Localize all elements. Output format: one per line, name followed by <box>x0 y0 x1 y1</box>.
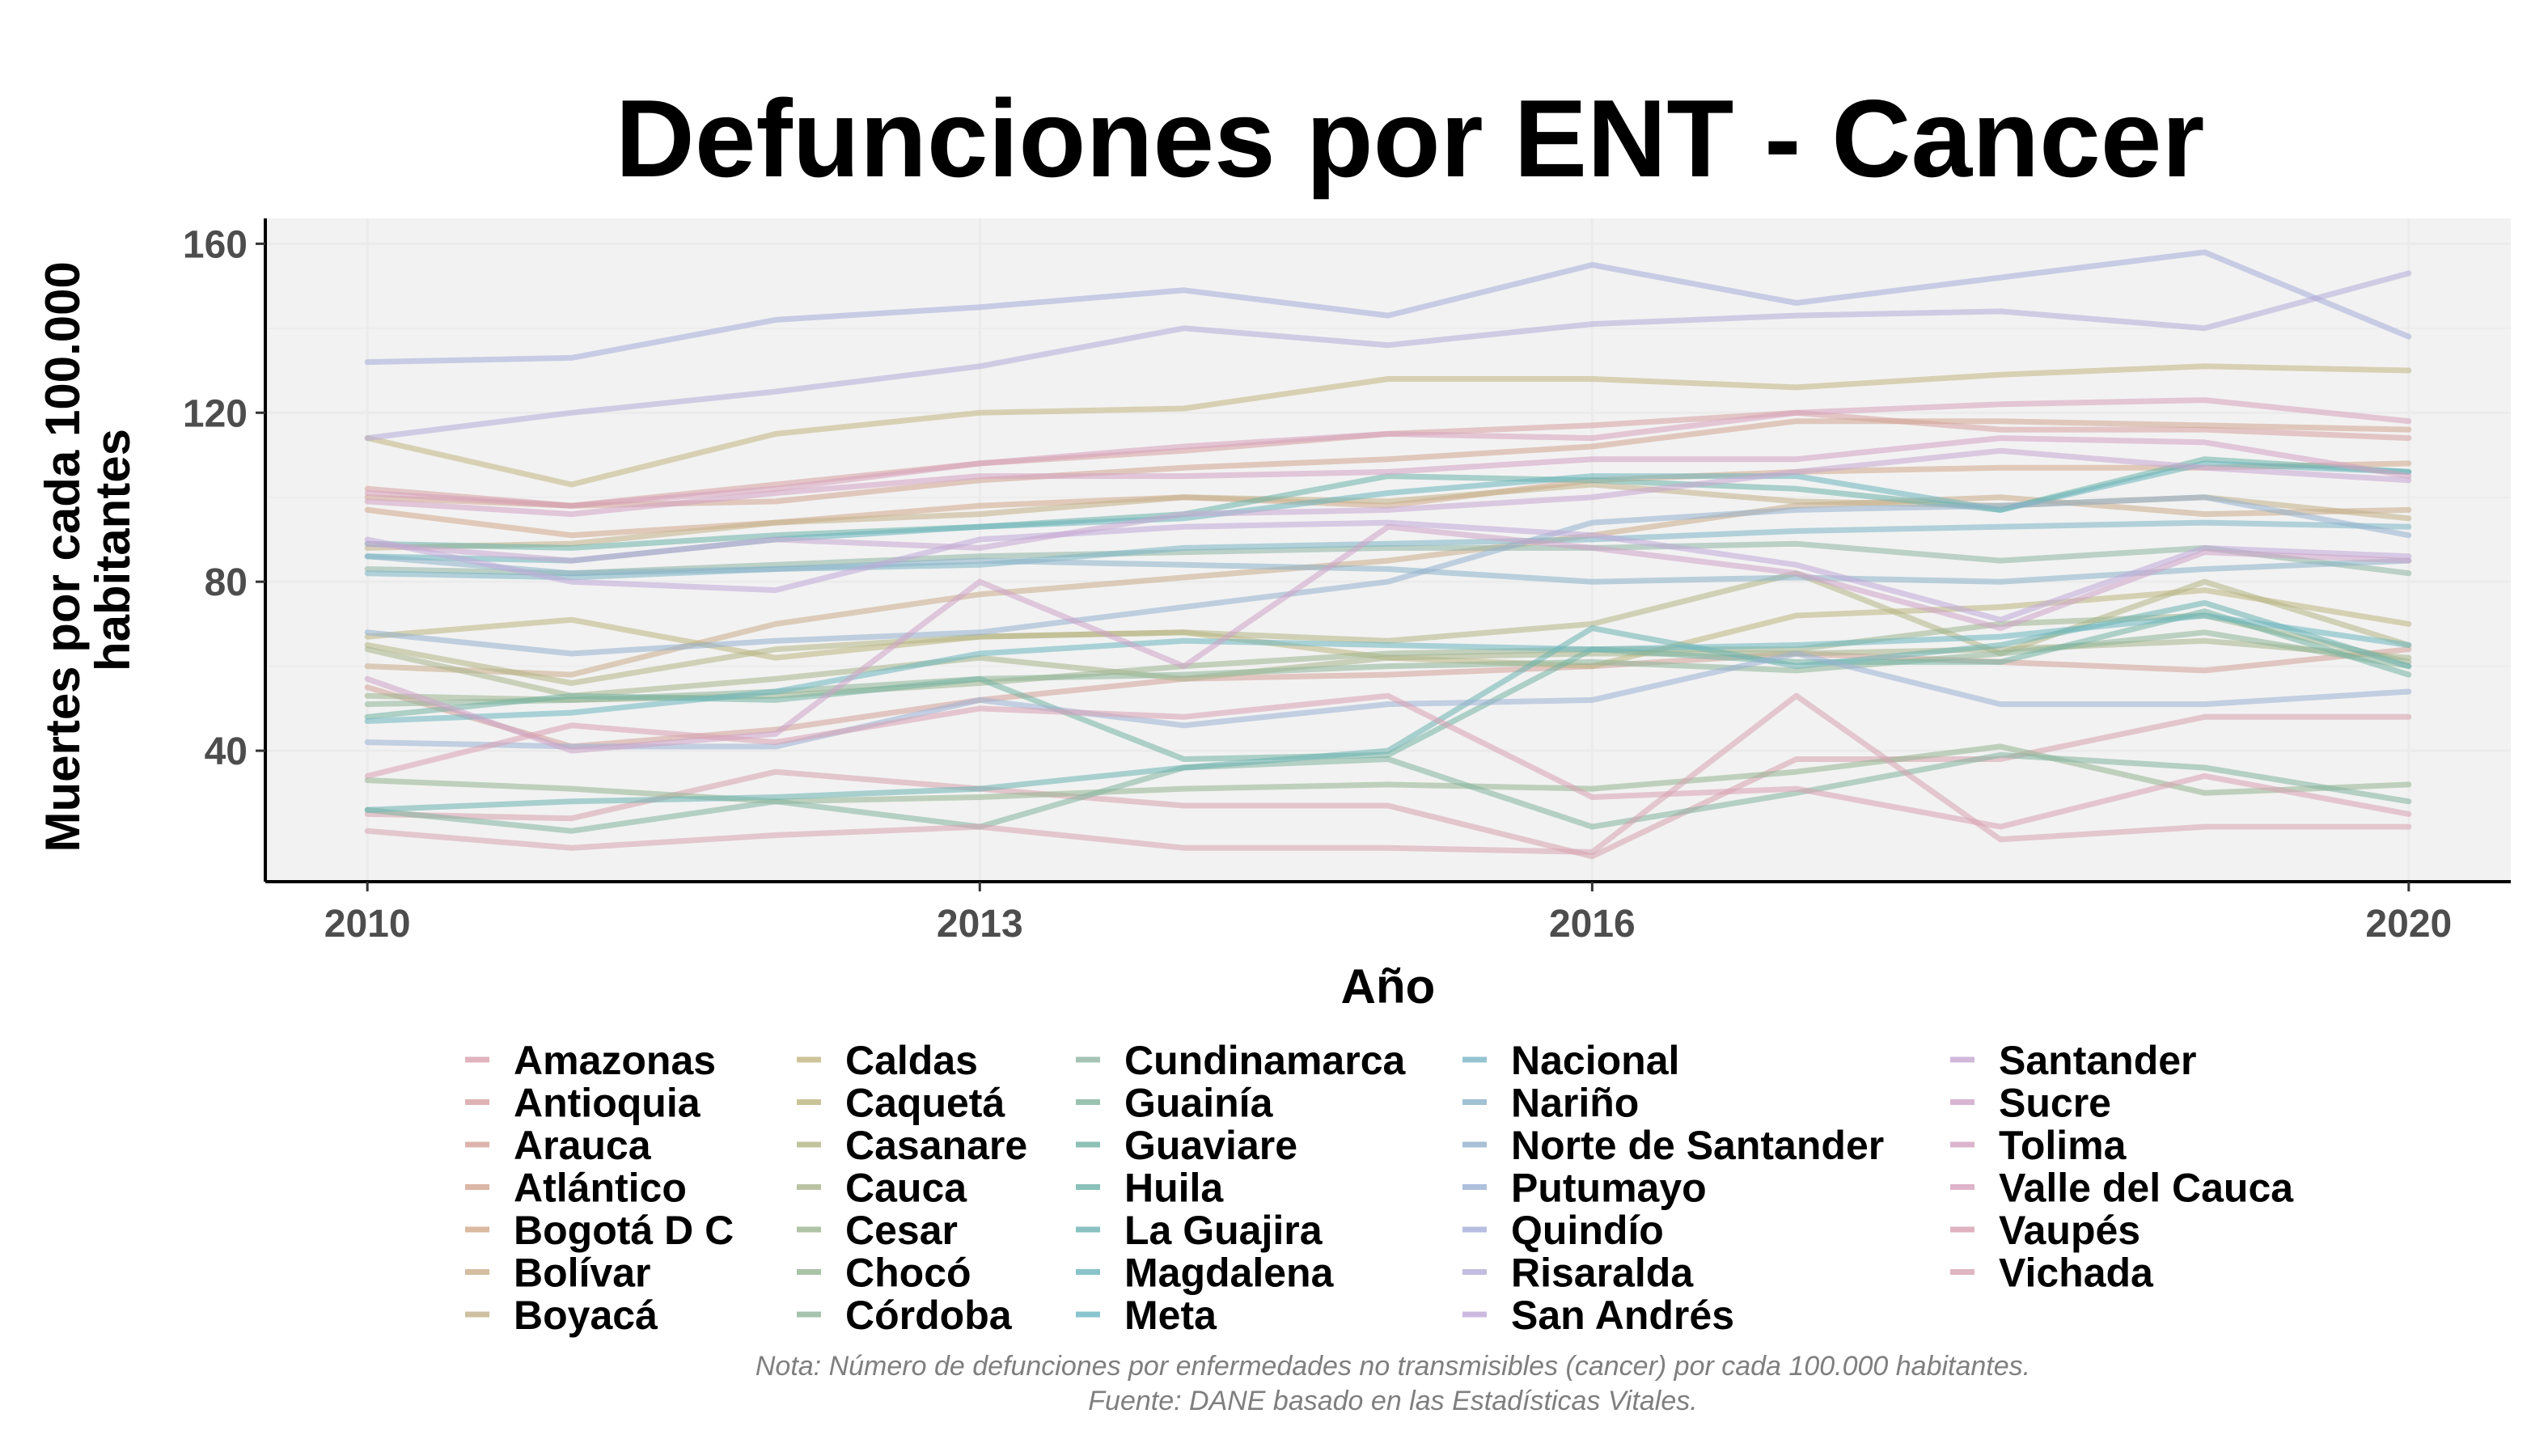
legend-label-atl-ntico: Atlántico <box>514 1166 687 1211</box>
legend-label-choc-: Chocó <box>845 1251 971 1296</box>
y-tick-label: 120 <box>183 392 248 435</box>
legend-label-cesar: Cesar <box>845 1208 958 1253</box>
legend-label-amazonas: Amazonas <box>514 1038 716 1083</box>
legend-label-vichada: Vichada <box>1999 1251 2154 1296</box>
y-tick-label: 80 <box>205 561 248 604</box>
series-line-vaup-s <box>364 692 2412 830</box>
x-tick-label: 2013 <box>937 903 1023 946</box>
legend-label-bogot-d-c: Bogotá D C <box>514 1208 734 1253</box>
caption-note: Nota: Número de defunciones por enfermed… <box>756 1351 2030 1382</box>
x-axis-title: Año <box>1341 959 1436 1014</box>
legend-label-casanare: Casanare <box>845 1123 1027 1168</box>
legend-label-nacional: Nacional <box>1511 1038 1679 1083</box>
series-line-putumayo <box>364 650 2412 750</box>
legend-label-cauca: Cauca <box>845 1166 967 1211</box>
legend-label-la-guajira: La Guajira <box>1124 1208 1323 1253</box>
legend-label-caldas: Caldas <box>845 1038 978 1083</box>
legend-label-cundinamarca: Cundinamarca <box>1124 1038 1407 1083</box>
y-axis-title-line-2: habitantes <box>86 429 140 671</box>
series-line-quind-o <box>364 249 2412 366</box>
legend-label-guaviare: Guaviare <box>1124 1123 1297 1168</box>
series-line-nari-o <box>364 553 2412 585</box>
legend-label-huila: Huila <box>1124 1166 1224 1211</box>
series-lines <box>364 249 2412 860</box>
legend-label-antioquia: Antioquia <box>514 1081 701 1126</box>
y-tick-label: 40 <box>205 730 248 773</box>
x-axis-ticks: 2010 2013 2016 2020 <box>324 882 2452 946</box>
legend-label-tolima: Tolima <box>1999 1123 2127 1168</box>
legend-label-caquet-: Caquetá <box>845 1081 1005 1126</box>
series-line-amazonas <box>364 713 2412 860</box>
legend-label-boyac-: Boyacá <box>514 1293 658 1338</box>
series-line-guain-a <box>364 751 2412 834</box>
y-axis-title: Muertes por cada 100.000 habitantes <box>36 248 140 852</box>
y-tick-label: 160 <box>183 223 248 266</box>
series-line-valle-del-cauca <box>364 397 2412 509</box>
series-line-caldas <box>364 363 2412 488</box>
series-line-tolima <box>364 435 2412 518</box>
x-tick-label: 2020 <box>2365 903 2452 946</box>
legend-label-valle-del-cauca: Valle del Cauca <box>1999 1166 2294 1211</box>
series-line-norte-de-santander <box>364 494 2412 657</box>
legend-label-quind-o: Quindío <box>1511 1208 1664 1253</box>
legend-label-sucre: Sucre <box>1999 1081 2111 1126</box>
series-line-meta <box>364 612 2412 724</box>
legend-label-san-andr-s: San Andrés <box>1511 1293 1734 1338</box>
x-tick-label: 2016 <box>1549 903 1636 946</box>
legend-label-magdalena: Magdalena <box>1124 1251 1335 1296</box>
y-axis-title-line-1: Muertes por cada 100.000 <box>36 261 90 852</box>
legend-label-arauca: Arauca <box>514 1123 652 1168</box>
legend-label-putumayo: Putumayo <box>1511 1166 1707 1211</box>
series-line-risaralda <box>364 270 2412 442</box>
legend-label-santander: Santander <box>1999 1038 2197 1083</box>
legend-label-bol-var: Bolívar <box>514 1251 651 1296</box>
series-line-san-andr-s <box>364 519 2412 623</box>
legend-label-c-rdoba: Córdoba <box>845 1293 1013 1338</box>
legend-label-norte-de-santander: Norte de Santander <box>1511 1123 1884 1168</box>
y-axis-ticks: 40 80 120 160 <box>183 223 265 773</box>
series-line-vichada <box>364 692 2412 855</box>
legend-label-vaup-s: Vaupés <box>1999 1208 2140 1253</box>
legend-label-risaralda: Risaralda <box>1511 1251 1694 1296</box>
legend-label-meta: Meta <box>1124 1293 1217 1338</box>
chart-title: Defunciones por ENT - Cancer <box>616 77 2205 200</box>
legend-label-guain-a: Guainía <box>1124 1081 1274 1126</box>
x-tick-label: 2010 <box>324 903 411 946</box>
legend-label-nari-o: Nariño <box>1511 1081 1639 1126</box>
series-line-santander <box>364 447 2412 564</box>
caption-source: Fuente: DANE basado en las Estadísticas … <box>1088 1386 1697 1416</box>
